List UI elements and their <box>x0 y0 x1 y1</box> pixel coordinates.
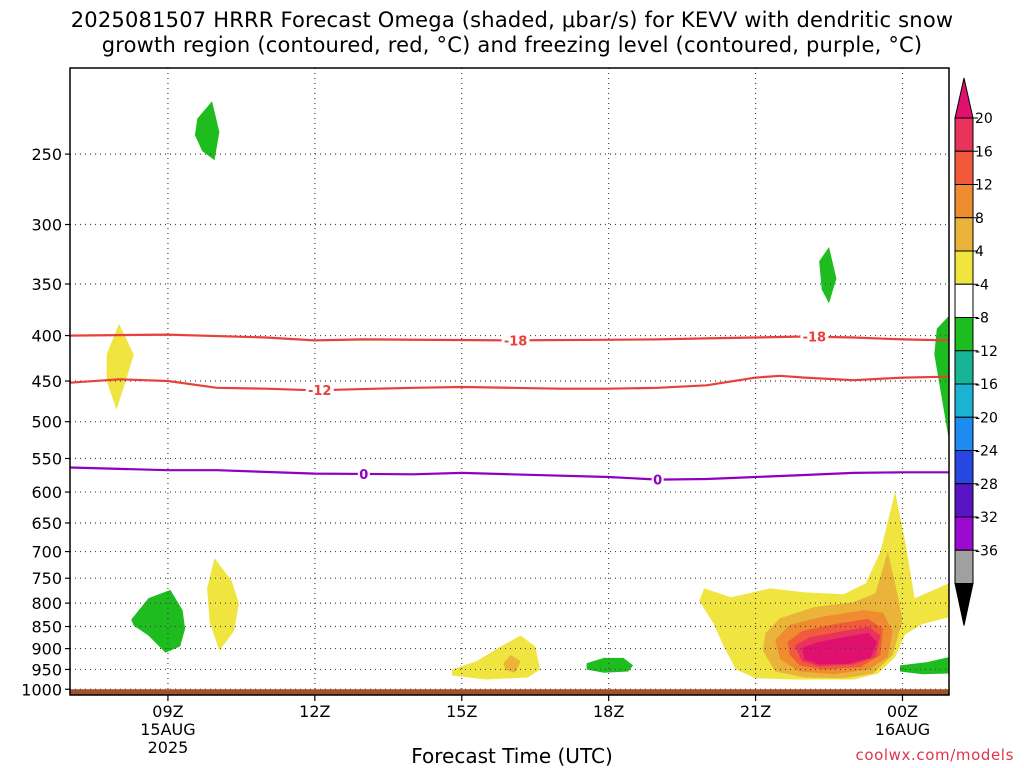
colorbar-label: 8 <box>975 211 984 227</box>
x-tick-label: 15Z <box>446 702 477 721</box>
colorbar-segment-12 <box>954 516 974 551</box>
y-tick-label: 600 <box>31 483 62 502</box>
colorbar-segment-11 <box>954 483 974 518</box>
isotherm-label-bg <box>305 382 334 398</box>
y-tick-label: 700 <box>31 543 62 562</box>
isotherm--18 <box>70 333 949 342</box>
isotherm-label-bg <box>501 332 530 348</box>
x-tick-label: 12Z <box>299 702 330 721</box>
colorbar-segment-2 <box>954 184 974 219</box>
omega-region-4 <box>131 589 186 653</box>
colorbar-segment-5 <box>954 283 974 318</box>
y-tick-label: 750 <box>31 569 62 588</box>
y-tick-label: 900 <box>31 640 62 659</box>
x-tick-label: 09Z <box>152 702 183 721</box>
omega-region-0 <box>194 101 220 161</box>
colorbar-label: 16 <box>975 144 993 160</box>
chart-title-line2: growth region (contoured, red, °C) and f… <box>101 33 923 57</box>
colorbar-label: -24 <box>975 444 998 460</box>
isotherm-label: 0 <box>359 468 368 483</box>
omega-region-6 <box>452 635 541 680</box>
omega-region-14 <box>802 632 877 665</box>
colorbar-label: -28 <box>975 477 998 493</box>
omega-region-8 <box>586 657 634 673</box>
y-tick-label: 1000 <box>21 680 62 699</box>
colorbar-segment-6 <box>954 317 974 352</box>
colorbar-segment-9 <box>954 416 974 451</box>
colorbar-segment-3 <box>954 217 974 252</box>
omega-region-15 <box>900 657 949 675</box>
y-tick-label: 350 <box>31 275 62 294</box>
surface-ground <box>70 689 949 695</box>
colorbar-label: 20 <box>975 111 993 127</box>
isotherm-label: 0 <box>653 474 662 489</box>
y-tick-label: 800 <box>31 594 62 613</box>
colorbar-segment-8 <box>954 383 974 418</box>
y-tick-label: 300 <box>31 216 62 235</box>
x-tick-sublabel: 2025 <box>148 738 189 757</box>
colorbar-label: -16 <box>975 377 998 393</box>
x-tick-label: 18Z <box>593 702 624 721</box>
x-axis-label: Forecast Time (UTC) <box>411 744 613 768</box>
omega-region-1 <box>819 247 837 304</box>
colorbar-segment-4 <box>954 250 974 285</box>
watermark: coolwx.com/models <box>855 746 1014 764</box>
colorbar-segment-1 <box>954 150 974 185</box>
y-tick-label: 250 <box>31 145 62 164</box>
colorbar-label: -32 <box>975 510 998 526</box>
y-tick-label: 500 <box>31 413 62 432</box>
isotherm-label-bg <box>800 328 829 344</box>
y-tick-label: 400 <box>31 327 62 346</box>
omega-region-7 <box>503 655 521 673</box>
colorbar-label: 12 <box>975 178 993 194</box>
x-tick-sublabel: 16AUG <box>875 720 930 739</box>
omega-region-3 <box>106 323 134 410</box>
y-tick-label: 950 <box>31 660 62 679</box>
colorbar-label: -36 <box>975 543 998 559</box>
y-tick-label: 850 <box>31 618 62 637</box>
colorbar-segment-0 <box>954 117 974 152</box>
isotherm-label: -18 <box>504 334 528 349</box>
colorbar-label: -20 <box>975 410 998 426</box>
isotherm-label: -12 <box>308 384 332 399</box>
omega-region-5 <box>207 558 239 651</box>
colorbar-label: -4 <box>975 277 989 293</box>
colorbar-label: 4 <box>975 244 984 260</box>
colorbar-bottom-arrow <box>954 583 974 626</box>
y-tick-label: 550 <box>31 449 62 468</box>
isotherm-0 <box>70 466 949 481</box>
isotherm-label-bg <box>357 465 370 481</box>
omega-region-2 <box>934 315 949 441</box>
colorbar-top-arrow <box>954 77 974 119</box>
isotherm-label: -18 <box>803 331 827 346</box>
colorbar-label: -8 <box>975 311 989 327</box>
x-tick-sublabel: 15AUG <box>140 720 195 739</box>
isotherm-label-bg <box>651 471 664 487</box>
chart-title-line1: 2025081507 HRRR Forecast Omega (shaded, … <box>70 8 954 32</box>
colorbar-segment-13 <box>954 549 974 584</box>
colorbar-segment-10 <box>954 450 974 485</box>
x-tick-label: 21Z <box>740 702 771 721</box>
colorbar-label: -12 <box>975 344 998 360</box>
y-tick-label: 450 <box>31 372 62 391</box>
colorbar-segment-7 <box>954 350 974 385</box>
x-tick-label: 00Z <box>887 702 918 721</box>
y-tick-label: 650 <box>31 514 62 533</box>
isotherm--12 <box>70 374 949 392</box>
